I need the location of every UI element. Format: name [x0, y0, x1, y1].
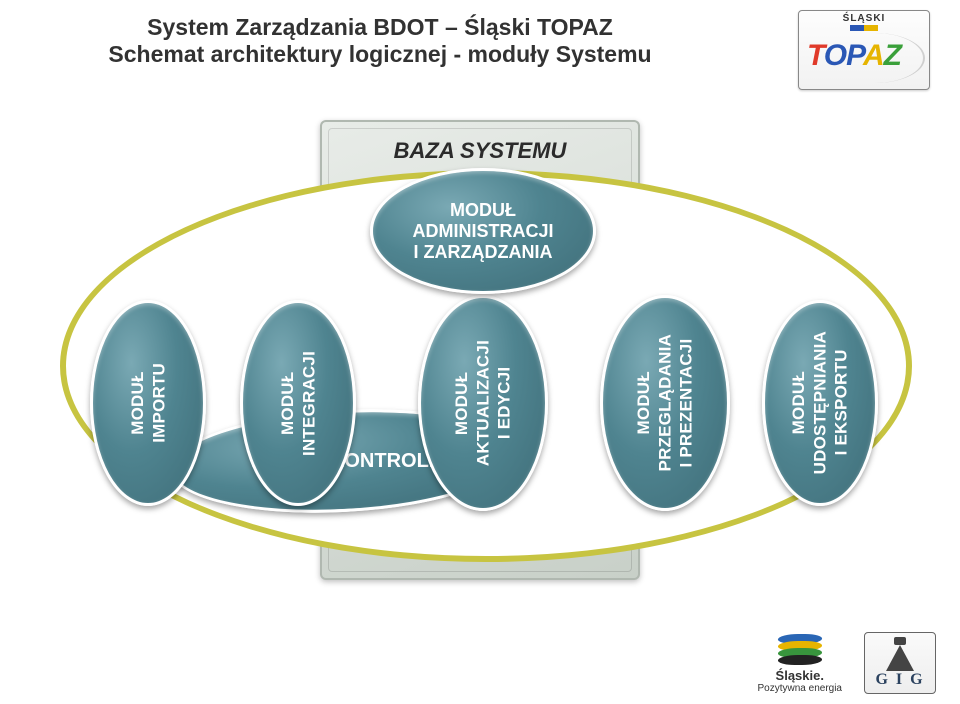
- slaskie-name: Śląskie.: [776, 668, 824, 683]
- module-aktualizacji-label: MODUŁ AKTUALIZACJI I EDYCJI: [445, 334, 521, 472]
- topaz-letter-p: P: [846, 39, 863, 72]
- title-line-2: Schemat architektury logicznej - moduły …: [0, 41, 760, 68]
- module-aktualizacji: MODUŁ AKTUALIZACJI I EDYCJI: [418, 295, 548, 511]
- topaz-logo: ŚLĄSKI TOPAZ: [798, 10, 930, 90]
- footer-logos: Śląskie. Pozytywna energia G I G: [758, 632, 937, 694]
- topaz-logo-top-label: ŚLĄSKI: [799, 13, 929, 24]
- diagram-stage: BAZA SYSTEMU MODUŁ KONTROLI MODUŁ IMPORT…: [60, 120, 900, 580]
- module-integracji-label: MODUŁ INTEGRACJI: [271, 345, 326, 462]
- topaz-logo-flag: [850, 25, 878, 31]
- topaz-logo-word: TOPAZ: [807, 39, 901, 73]
- module-udostepniania-label: MODUŁ UDOSTĘPNIANIA I EKSPORTU: [782, 325, 858, 480]
- page-title: System Zarządzania BDOT – Śląski TOPAZ S…: [0, 14, 760, 68]
- wave-4: [776, 655, 823, 665]
- topaz-letter-t: T: [807, 39, 824, 72]
- topaz-letter-z: Z: [884, 39, 901, 72]
- module-importu-label: MODUŁ IMPORTU: [121, 357, 176, 449]
- flag-stripe-blue: [850, 25, 864, 31]
- slaskie-waves-icon: [778, 634, 822, 664]
- module-importu: MODUŁ IMPORTU: [90, 300, 206, 506]
- module-administracji: MODUŁ ADMINISTRACJI I ZARZĄDZANIA: [370, 168, 596, 294]
- title-line-1: System Zarządzania BDOT – Śląski TOPAZ: [0, 14, 760, 41]
- module-integracji: MODUŁ INTEGRACJI: [240, 300, 356, 506]
- gig-tower-legs: [886, 645, 914, 671]
- module-przegladania-label: MODUŁ PRZEGLĄDANIA I PREZENTACJI: [627, 328, 703, 477]
- slaskie-tagline: Pozytywna energia: [758, 683, 843, 694]
- gig-text: G I G: [865, 671, 935, 689]
- baza-systemu-label: BAZA SYSTEMU: [360, 138, 600, 164]
- topaz-letter-o: O: [824, 39, 846, 72]
- gig-logo: G I G: [864, 632, 936, 694]
- gig-tower-head: [894, 637, 906, 645]
- gig-tower-icon: [886, 637, 914, 671]
- module-udostepniania: MODUŁ UDOSTĘPNIANIA I EKSPORTU: [762, 300, 878, 506]
- module-administracji-label: MODUŁ ADMINISTRACJI I ZARZĄDZANIA: [406, 194, 559, 269]
- topaz-letter-a: A: [863, 39, 884, 72]
- flag-stripe-yellow: [864, 25, 878, 31]
- module-przegladania: MODUŁ PRZEGLĄDANIA I PREZENTACJI: [600, 295, 730, 511]
- slide: System Zarządzania BDOT – Śląski TOPAZ S…: [0, 0, 960, 704]
- slaskie-logo: Śląskie. Pozytywna energia: [758, 634, 843, 694]
